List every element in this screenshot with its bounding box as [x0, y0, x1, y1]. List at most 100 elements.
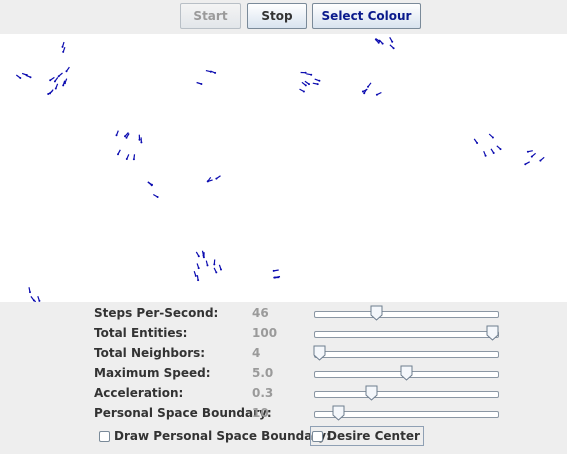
simulation-canvas: [0, 34, 567, 302]
total-entities-label: Total Entities:: [94, 326, 188, 340]
slider-thumb[interactable]: [370, 305, 383, 321]
entity-head: [215, 177, 218, 180]
entity-head: [220, 268, 222, 271]
entity-head: [381, 42, 384, 45]
entity-head: [197, 267, 200, 270]
entity-head: [156, 196, 159, 198]
controls-panel: Steps Per-Second: 46 Total Entities: 100…: [0, 302, 567, 454]
slider-track: [314, 331, 499, 338]
entity-head: [499, 148, 502, 151]
stop-button[interactable]: Stop: [247, 3, 307, 29]
slider-thumb[interactable]: [486, 325, 499, 341]
entity-head: [375, 93, 378, 96]
entity-head: [526, 150, 529, 153]
entity-head: [214, 71, 217, 74]
start-button[interactable]: Start: [180, 3, 241, 29]
entity-head: [61, 45, 64, 48]
entity-head: [202, 254, 205, 257]
entity-head: [206, 180, 209, 183]
entity-head: [492, 152, 495, 154]
entity-head: [361, 90, 364, 93]
total-entities-value: 100: [252, 326, 278, 340]
entity-head: [304, 84, 307, 87]
entity-head: [38, 299, 41, 302]
toolbar: Start Stop Select Colour: [0, 0, 567, 34]
entity-head: [524, 163, 527, 166]
acceleration-label: Acceleration:: [94, 386, 184, 400]
entity-head: [310, 73, 313, 76]
entity-head: [316, 83, 319, 86]
entity-head: [273, 276, 276, 279]
personal-space-boundary-slider[interactable]: [314, 404, 499, 422]
entity-head: [32, 299, 35, 302]
total-neighbors-value: 4: [252, 346, 261, 360]
entity-head: [213, 263, 216, 266]
entity-head: [117, 153, 119, 156]
maximum-speed-label: Maximum Speed:: [94, 366, 211, 380]
entity-head: [202, 256, 205, 259]
entity-head: [272, 269, 275, 272]
entity-head: [367, 85, 369, 88]
entity-head: [62, 50, 65, 53]
maximum-speed-value: 5.0: [252, 366, 274, 380]
slider-thumb[interactable]: [332, 405, 345, 421]
slider-track: [314, 311, 499, 318]
entity-head: [150, 184, 153, 187]
entity-head: [132, 158, 135, 161]
desire-center-option[interactable]: Desire Center: [310, 426, 424, 446]
entity-head: [138, 138, 141, 141]
slider-thumb[interactable]: [400, 365, 413, 381]
entity-head: [115, 134, 118, 137]
draw-boundary-label: Draw Personal Space Boundary:: [114, 429, 331, 443]
slider-thumb[interactable]: [313, 345, 326, 361]
draw-boundary-checkbox[interactable]: [99, 430, 110, 442]
entity-head: [304, 71, 307, 74]
entity-head: [530, 155, 533, 158]
entity-head: [19, 77, 22, 79]
entity-head: [363, 92, 366, 95]
entity-head: [491, 136, 494, 139]
entity-head: [63, 82, 66, 85]
entity-head: [391, 40, 394, 43]
entity-head: [53, 80, 56, 83]
entity-head: [57, 75, 60, 78]
entity-head: [476, 142, 479, 144]
entity-head: [47, 93, 50, 95]
entity-head: [124, 135, 126, 138]
desire-center-label: Desire Center: [327, 429, 420, 443]
entities-layer: [15, 37, 545, 302]
entity-head: [62, 84, 65, 87]
entity-head: [308, 83, 310, 86]
entity-head: [377, 41, 380, 44]
steps-per-second-slider[interactable]: [314, 304, 499, 322]
slider-track: [314, 391, 499, 398]
slider-track: [314, 351, 499, 358]
desire-center-checkbox[interactable]: [312, 430, 323, 442]
entity-head: [484, 154, 487, 157]
select-colour-button[interactable]: Select Colour: [312, 3, 421, 29]
entity-head: [197, 279, 200, 282]
entity-head: [54, 87, 57, 90]
acceleration-slider[interactable]: [314, 384, 499, 402]
acceleration-value: 0.3: [252, 386, 274, 400]
entity-head: [29, 76, 32, 79]
draw-boundary-option[interactable]: Draw Personal Space Boundary:: [99, 428, 331, 444]
entity: [34, 300, 37, 302]
entity-head: [65, 70, 68, 73]
entity-head: [197, 255, 200, 258]
entity-head: [318, 79, 321, 82]
personal-space-boundary-label: Personal Space Boundary:: [94, 406, 272, 420]
entity-head: [200, 83, 203, 85]
maximum-speed-slider[interactable]: [314, 364, 499, 382]
steps-per-second-value: 46: [252, 306, 269, 320]
total-neighbors-label: Total Neighbors:: [94, 346, 206, 360]
steps-per-second-label: Steps Per-Second:: [94, 306, 219, 320]
total-neighbors-slider[interactable]: [313, 344, 499, 362]
entity-head: [29, 291, 31, 294]
entity-head: [49, 79, 52, 82]
slider-thumb[interactable]: [365, 385, 378, 401]
total-entities-slider[interactable]: [314, 324, 499, 342]
entity-head: [125, 158, 128, 160]
entity-head: [392, 47, 395, 50]
entity-head: [194, 274, 197, 277]
